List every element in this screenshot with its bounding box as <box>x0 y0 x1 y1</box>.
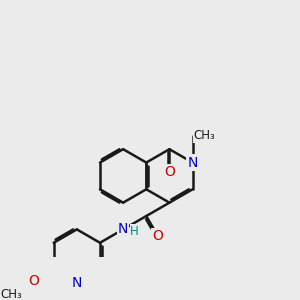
Text: H: H <box>130 225 139 238</box>
Text: CH₃: CH₃ <box>0 288 22 300</box>
Text: N: N <box>72 276 82 290</box>
Text: O: O <box>28 274 39 288</box>
Text: O: O <box>164 165 175 179</box>
Text: O: O <box>152 229 163 243</box>
Text: N: N <box>188 156 198 170</box>
Text: N: N <box>118 222 128 236</box>
Text: CH₃: CH₃ <box>194 129 216 142</box>
